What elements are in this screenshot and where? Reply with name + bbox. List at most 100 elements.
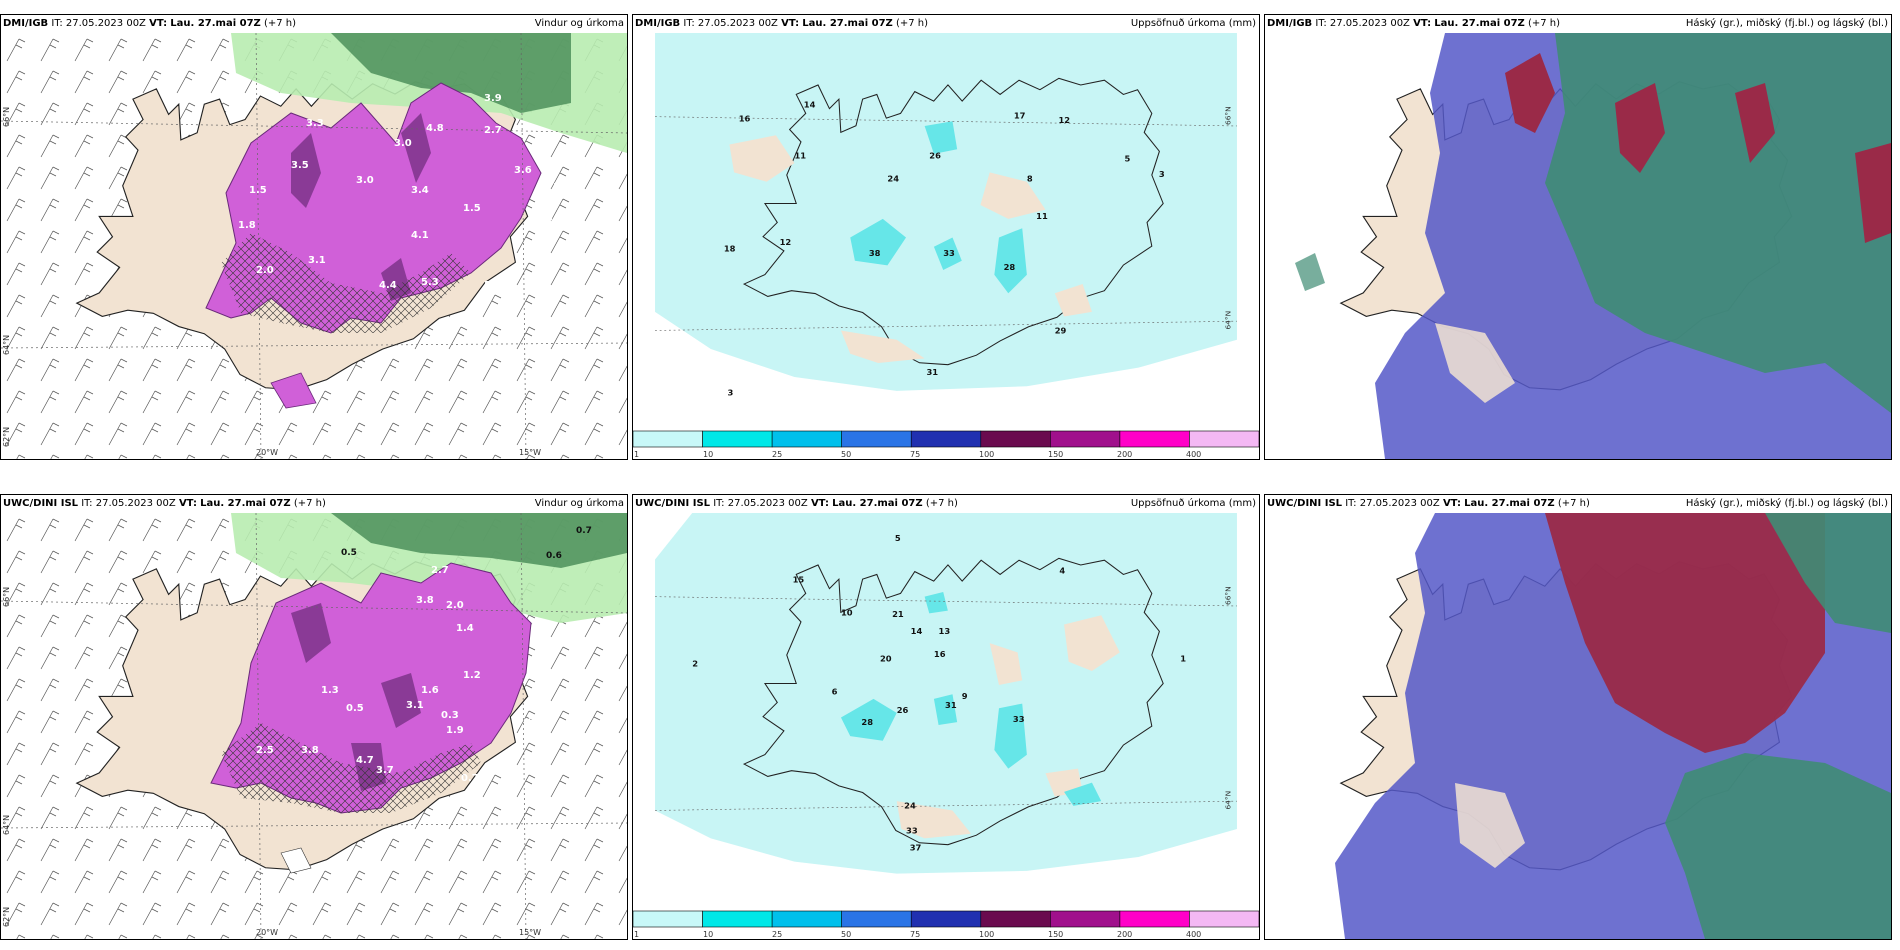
value-label: 0.6 [546,551,562,561]
value-label: 2.5 [256,745,274,756]
colorbar-swatch [910,910,982,928]
value-label: 4.7 [356,755,374,766]
value-label: 38 [869,248,881,258]
colorbar-swatch [980,910,1051,928]
it-label: IT: [683,18,695,29]
colorbar-swatch [1049,430,1121,448]
colorbar-label: 25 [772,450,782,459]
value-label: 2.7 [484,125,502,136]
vt-label: VT: [149,18,168,29]
colorbar-label: 400 [1186,450,1201,459]
precip-magenta-core [291,603,421,791]
value-labels: 14 16 11 24 26 17 12 8 5 3 12 18 38 33 2… [724,99,1165,397]
vt-value: Lau. 27.mai 07Z [832,498,923,509]
colorbar-label: 100 [979,450,994,459]
value-label: 2.0 [446,600,464,611]
lat-gridline [1,120,627,349]
vt-label: VT: [810,498,829,509]
lon-label: 20°W [256,448,278,457]
it-value: 27.05.2023 00Z [727,498,808,509]
panel-dmi-clouds: DMI/IGB IT: 27.05.2023 00Z VT: Lau. 27.m… [1264,14,1892,460]
map-clouds [1265,33,1891,459]
value-label: 0.7 [576,526,592,536]
value-label: 3.5 [291,160,309,171]
lat-label: 64°N [1223,311,1232,330]
value-label: 28 [861,717,873,727]
value-label: 3.1 [546,213,564,224]
lon-label: 15°W [519,928,541,937]
colorbar-label: 10 [703,450,713,459]
lat-label: 66°N [1223,586,1232,605]
colorbar-swatch [702,430,773,448]
map-accum-precip: 14 16 11 24 26 17 12 8 5 3 12 18 38 33 2… [655,33,1237,402]
value-label: 8 [1027,174,1033,184]
colorbar-label: 400 [1186,930,1201,939]
value-label: 11 [794,150,806,160]
lon-label: 20°W [256,928,278,937]
value-label: 1.9 [446,725,464,736]
value-label: 4.1 [411,230,429,241]
model-name: DMI/IGB [1267,18,1313,29]
colorbar-swatch [771,910,843,928]
colorbar-swatch [771,430,843,448]
precip-green-dark [331,33,571,113]
value-label: 3.1 [308,255,326,266]
panel-title: Uppsöfnuð úrkoma (mm) [1130,18,1256,29]
value-label: 0.5 [341,548,357,558]
value-label: 31 [926,367,938,377]
map-accum-precip: 5 15 10 21 14 13 16 20 31 26 28 33 24 33… [655,513,1237,882]
colorbar-swatch [1049,910,1121,928]
lat-label: 66°N [2,587,11,607]
it-value: 27.05.2023 00Z [697,18,778,29]
value-label: 3.7 [376,765,394,776]
value-label: 24 [904,801,916,811]
it-value: 27.05.2023 00Z [95,498,176,509]
colorbar-swatch [702,910,773,928]
lat-label: 66°N [2,107,11,127]
value-label: 0.3 [441,710,459,721]
vt-value: Lau. 27.mai 07Z [200,498,291,509]
value-labels: 3.3 4.8 2.7 3.9 3.0 3.4 1.5 3.6 3.5 3.1 … [238,93,564,291]
hatched-snow-area [221,233,471,333]
land-dry-patch [896,615,1120,839]
value-label: 3.9 [484,93,502,104]
value-label: 3.4 [411,185,429,196]
lat-gridline [1,600,627,829]
clear-sky-patch [1435,323,1515,403]
panel-title: Háský (gr.), miðský (fj.bl.) og lágský (… [1685,18,1888,29]
value-label: 5.1 [484,280,502,291]
value-label: 24 [887,174,899,184]
lead-time: (+7 h) [293,498,326,509]
value-label: 20 [880,654,892,664]
it-value: 27.05.2023 00Z [65,18,146,29]
colorbar-label: 100 [979,930,994,939]
value-label: 6 [832,686,838,696]
colorbar-swatch [980,430,1051,448]
colorbar-label: 25 [772,930,782,939]
cloud-mid-layer [1545,513,1825,753]
lat-label: 64°N [1223,791,1232,810]
it-value: 27.05.2023 00Z [1329,18,1410,29]
value-label: 16 [739,113,751,123]
value-label: 2.0 [256,265,274,276]
panel-uwc-wind-precip: UWC/DINI ISL IT: 27.05.2023 00Z VT: Lau.… [0,494,628,940]
it-label: IT: [51,18,63,29]
land-dry-patch [729,135,1092,363]
value-label: 1.5 [463,203,481,214]
value-label: 0.7 [461,773,479,784]
lat-label: 64°N [2,815,11,835]
value-label: 3.3 [306,118,324,129]
colorbar-swatch [633,910,703,928]
panel-title: Háský (gr.), miðský (fj.bl.) og lágský (… [1685,498,1888,509]
colorbar-swatch [1189,430,1259,448]
value-label: 31 [945,700,957,710]
colorbar-label: 1 [634,930,639,939]
panel-header: DMI/IGB IT: 27.05.2023 00Z VT: Lau. 27.m… [1265,15,1891,33]
colorbar-labels: 1 10 25 50 75 100 150 200 400 [634,450,1201,459]
value-label: 4.8 [426,123,444,134]
lead-time: (+7 h) [925,498,958,509]
vt-value: Lau. 27.mai 07Z [1464,498,1555,509]
value-label: 1.6 [421,685,439,696]
model-name: DMI/IGB [3,18,49,29]
colorbar-label: 1 [634,450,639,459]
